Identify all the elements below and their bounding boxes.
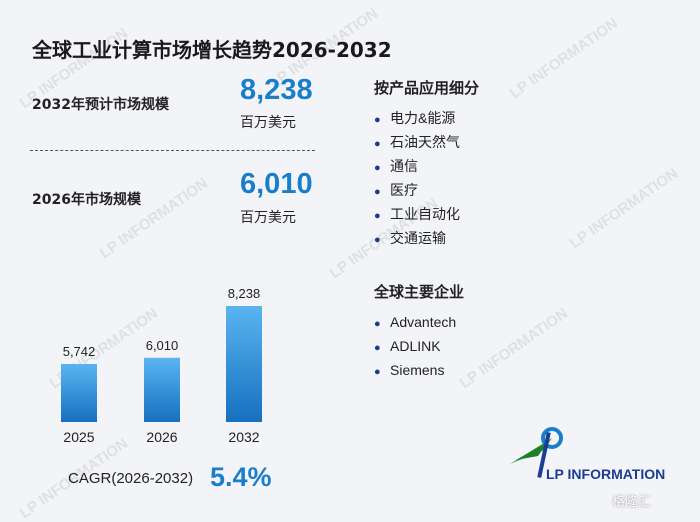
cagr-value: 5.4% bbox=[210, 462, 272, 492]
list-item: ● 工业自动化 bbox=[374, 202, 460, 226]
list-item: ● 石油天然气 bbox=[374, 130, 460, 154]
data-label: 8,238 bbox=[228, 286, 261, 301]
company-label: Siemens bbox=[390, 362, 445, 378]
segment-label: 电力&能源 bbox=[390, 110, 456, 126]
company-logo: LP INFORMATION bbox=[508, 420, 678, 490]
bullet-icon: ● bbox=[374, 162, 381, 174]
bullet-icon: ● bbox=[374, 186, 381, 198]
page-title: 全球工业计算市场增长趋势2026-2032 bbox=[32, 38, 392, 62]
segment-label: 石油天然气 bbox=[390, 134, 460, 150]
segment-label: 通信 bbox=[390, 158, 418, 174]
bullet-icon: ● bbox=[374, 342, 381, 354]
bar-2025 bbox=[61, 364, 97, 422]
bar-2026 bbox=[144, 357, 180, 422]
bullet-icon: ● bbox=[374, 366, 381, 378]
companies-list: ● Advantech ● ADLINK ● Siemens bbox=[374, 310, 456, 382]
logo-icon bbox=[510, 427, 563, 478]
x-tick-label: 2026 bbox=[146, 429, 177, 445]
stat-unit-2026: 百万美元 bbox=[240, 210, 296, 226]
list-item: ● 电力&能源 bbox=[374, 106, 460, 130]
list-item: ● Advantech bbox=[374, 310, 456, 334]
segment-label: 医疗 bbox=[390, 182, 418, 198]
x-tick-label: 2032 bbox=[228, 429, 259, 445]
logo-text: LP INFORMATION bbox=[546, 466, 666, 482]
stat-value-2032: 8,238 bbox=[240, 74, 313, 106]
source-watermark: 格隆汇 bbox=[612, 495, 652, 510]
stat-label-2026: 2026年市场规模 bbox=[32, 192, 141, 208]
list-item: ● ADLINK bbox=[374, 334, 456, 358]
segment-label: 交通运输 bbox=[390, 230, 446, 246]
stat-label-2032: 2032年预计市场规模 bbox=[32, 97, 169, 113]
list-item: ● 通信 bbox=[374, 154, 460, 178]
cagr-label: CAGR(2026-2032) bbox=[68, 470, 194, 487]
segments-title: 按产品应用细分 bbox=[374, 79, 480, 97]
stat-value-2026: 6,010 bbox=[240, 168, 313, 200]
segment-label: 工业自动化 bbox=[390, 206, 460, 222]
companies-title: 全球主要企业 bbox=[374, 283, 465, 301]
company-label: ADLINK bbox=[390, 338, 441, 354]
list-item: ● 交通运输 bbox=[374, 226, 460, 250]
company-label: Advantech bbox=[390, 314, 457, 330]
list-item: ● 医疗 bbox=[374, 178, 460, 202]
bullet-icon: ● bbox=[374, 318, 381, 330]
x-tick-label: 2025 bbox=[63, 429, 94, 445]
stat-unit-2032: 百万美元 bbox=[240, 115, 296, 131]
bullet-icon: ● bbox=[374, 210, 381, 222]
bar-2032 bbox=[226, 306, 262, 422]
bullet-icon: ● bbox=[374, 234, 381, 246]
data-label: 6,010 bbox=[146, 338, 179, 353]
segments-list: ● 电力&能源 ● 石油天然气 ● 通信 ● 医疗 ● 工业自动化 ● 交通运输 bbox=[374, 106, 460, 250]
bullet-icon: ● bbox=[374, 114, 381, 126]
list-item: ● Siemens bbox=[374, 358, 456, 382]
divider bbox=[30, 150, 315, 151]
data-label: 5,742 bbox=[63, 344, 96, 359]
bullet-icon: ● bbox=[374, 138, 381, 150]
